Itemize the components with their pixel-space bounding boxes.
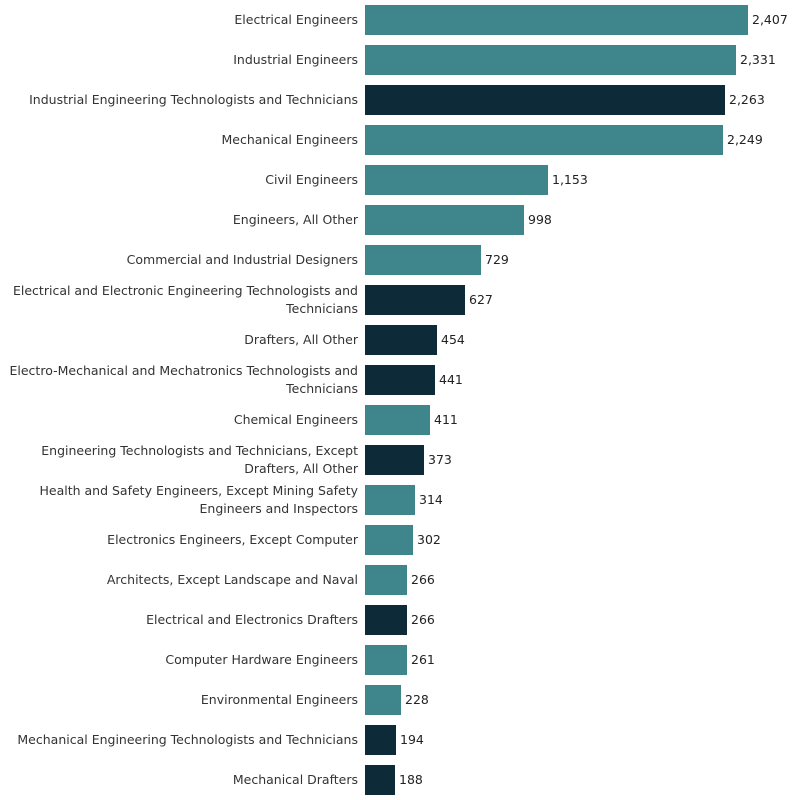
bar[interactable] (365, 445, 424, 475)
category-label-line: Drafters, All Other (244, 332, 358, 347)
value-label: 2,263 (729, 92, 765, 107)
value-label: 2,407 (752, 12, 788, 27)
bar[interactable] (365, 765, 395, 795)
category-label-line: Electrical and Electronic Engineering Te… (13, 283, 358, 298)
category-label: Electro-Mechanical and Mechatronics Tech… (8, 363, 359, 396)
category-label-line: Engineers and Inspectors (199, 501, 358, 516)
category-label: Mechanical Drafters (8, 765, 358, 795)
value-label: 261 (411, 652, 435, 667)
category-label-line: Electro-Mechanical and Mechatronics Tech… (9, 363, 359, 378)
value-label: 373 (428, 452, 452, 467)
category-label-line: Civil Engineers (265, 172, 358, 187)
value-label: 411 (434, 412, 458, 427)
category-label: Environmental Engineers (8, 685, 358, 715)
value-label: 441 (439, 372, 463, 387)
bar[interactable] (365, 685, 401, 715)
category-label-line: Health and Safety Engineers, Except Mini… (39, 483, 358, 498)
value-label: 2,249 (727, 132, 763, 147)
value-label: 228 (405, 692, 429, 707)
category-label: Mechanical Engineers (8, 125, 359, 155)
value-label: 454 (441, 332, 465, 347)
bar[interactable] (365, 125, 723, 155)
category-label-line: Mechanical Engineering Technologists and… (17, 732, 358, 747)
bar[interactable] (365, 245, 481, 275)
bar[interactable] (365, 525, 413, 555)
value-label: 314 (419, 492, 443, 507)
category-label: Commercial and Industrial Designers (8, 245, 358, 275)
category-label: Engineering Technologists and Technician… (8, 443, 358, 476)
bar[interactable] (365, 45, 736, 75)
bar[interactable] (365, 565, 407, 595)
category-label: Electrical and Electronic Engineering Te… (8, 283, 358, 316)
category-label: Civil Engineers (8, 165, 358, 195)
category-label-line: Engineers, All Other (232, 212, 358, 227)
value-label: 266 (411, 572, 435, 587)
category-label-line: Industrial Engineers (233, 52, 358, 67)
bar[interactable] (365, 165, 548, 195)
category-label: Health and Safety Engineers, Except Mini… (8, 483, 358, 516)
bar[interactable] (365, 605, 407, 635)
value-label: 302 (417, 532, 441, 547)
value-label: 627 (469, 292, 493, 307)
category-label-line: Electrical Engineers (234, 12, 358, 27)
value-label: 2,331 (740, 52, 776, 67)
bar[interactable] (365, 285, 465, 315)
category-label-line: Engineering Technologists and Technician… (41, 443, 358, 458)
bar[interactable] (365, 205, 524, 235)
category-label: Engineers, All Other (8, 205, 358, 235)
category-label-line: Architects, Except Landscape and Naval (106, 572, 358, 587)
category-label: Architects, Except Landscape and Naval (8, 565, 358, 595)
category-label-line: Commercial and Industrial Designers (126, 252, 358, 267)
bar[interactable] (365, 725, 396, 755)
bar[interactable] (365, 365, 435, 395)
category-label: Industrial Engineers (8, 45, 358, 75)
category-label-line: Computer Hardware Engineers (165, 652, 358, 667)
category-label: Electronics Engineers, Except Computer (8, 525, 358, 555)
category-label-line: Electronics Engineers, Except Computer (107, 532, 358, 547)
value-label: 266 (411, 612, 435, 627)
category-label: Drafters, All Other (8, 325, 358, 355)
value-label: 188 (399, 772, 423, 787)
bar[interactable] (365, 485, 415, 515)
value-label: 194 (400, 732, 424, 747)
bar[interactable] (365, 645, 407, 675)
bar[interactable] (365, 325, 437, 355)
value-label: 1,153 (552, 172, 588, 187)
category-label: Industrial Engineering Technologists and… (8, 85, 358, 115)
bar[interactable] (365, 85, 725, 115)
category-label-line: Electrical and Electronics Drafters (146, 612, 358, 627)
category-label-line: Drafters, All Other (244, 461, 358, 476)
category-label-line: Mechanical Drafters (232, 772, 358, 787)
category-label-line: Technicians (286, 301, 358, 316)
category-label-line: Environmental Engineers (200, 692, 358, 707)
value-label: 729 (485, 252, 509, 267)
category-label: Mechanical Engineering Technologists and… (8, 725, 358, 755)
bar[interactable] (365, 405, 430, 435)
category-label-line: Mechanical Engineers (221, 132, 359, 147)
value-label: 998 (528, 212, 552, 227)
bar[interactable] (365, 5, 748, 35)
category-label-line: Industrial Engineering Technologists and… (29, 92, 358, 107)
category-label-line: Technicians (286, 381, 358, 396)
category-label: Chemical Engineers (8, 405, 358, 435)
category-label-line: Chemical Engineers (233, 412, 358, 427)
category-label: Electrical and Electronics Drafters (8, 605, 358, 635)
category-label: Electrical Engineers (8, 5, 358, 35)
category-label: Computer Hardware Engineers (8, 645, 358, 675)
